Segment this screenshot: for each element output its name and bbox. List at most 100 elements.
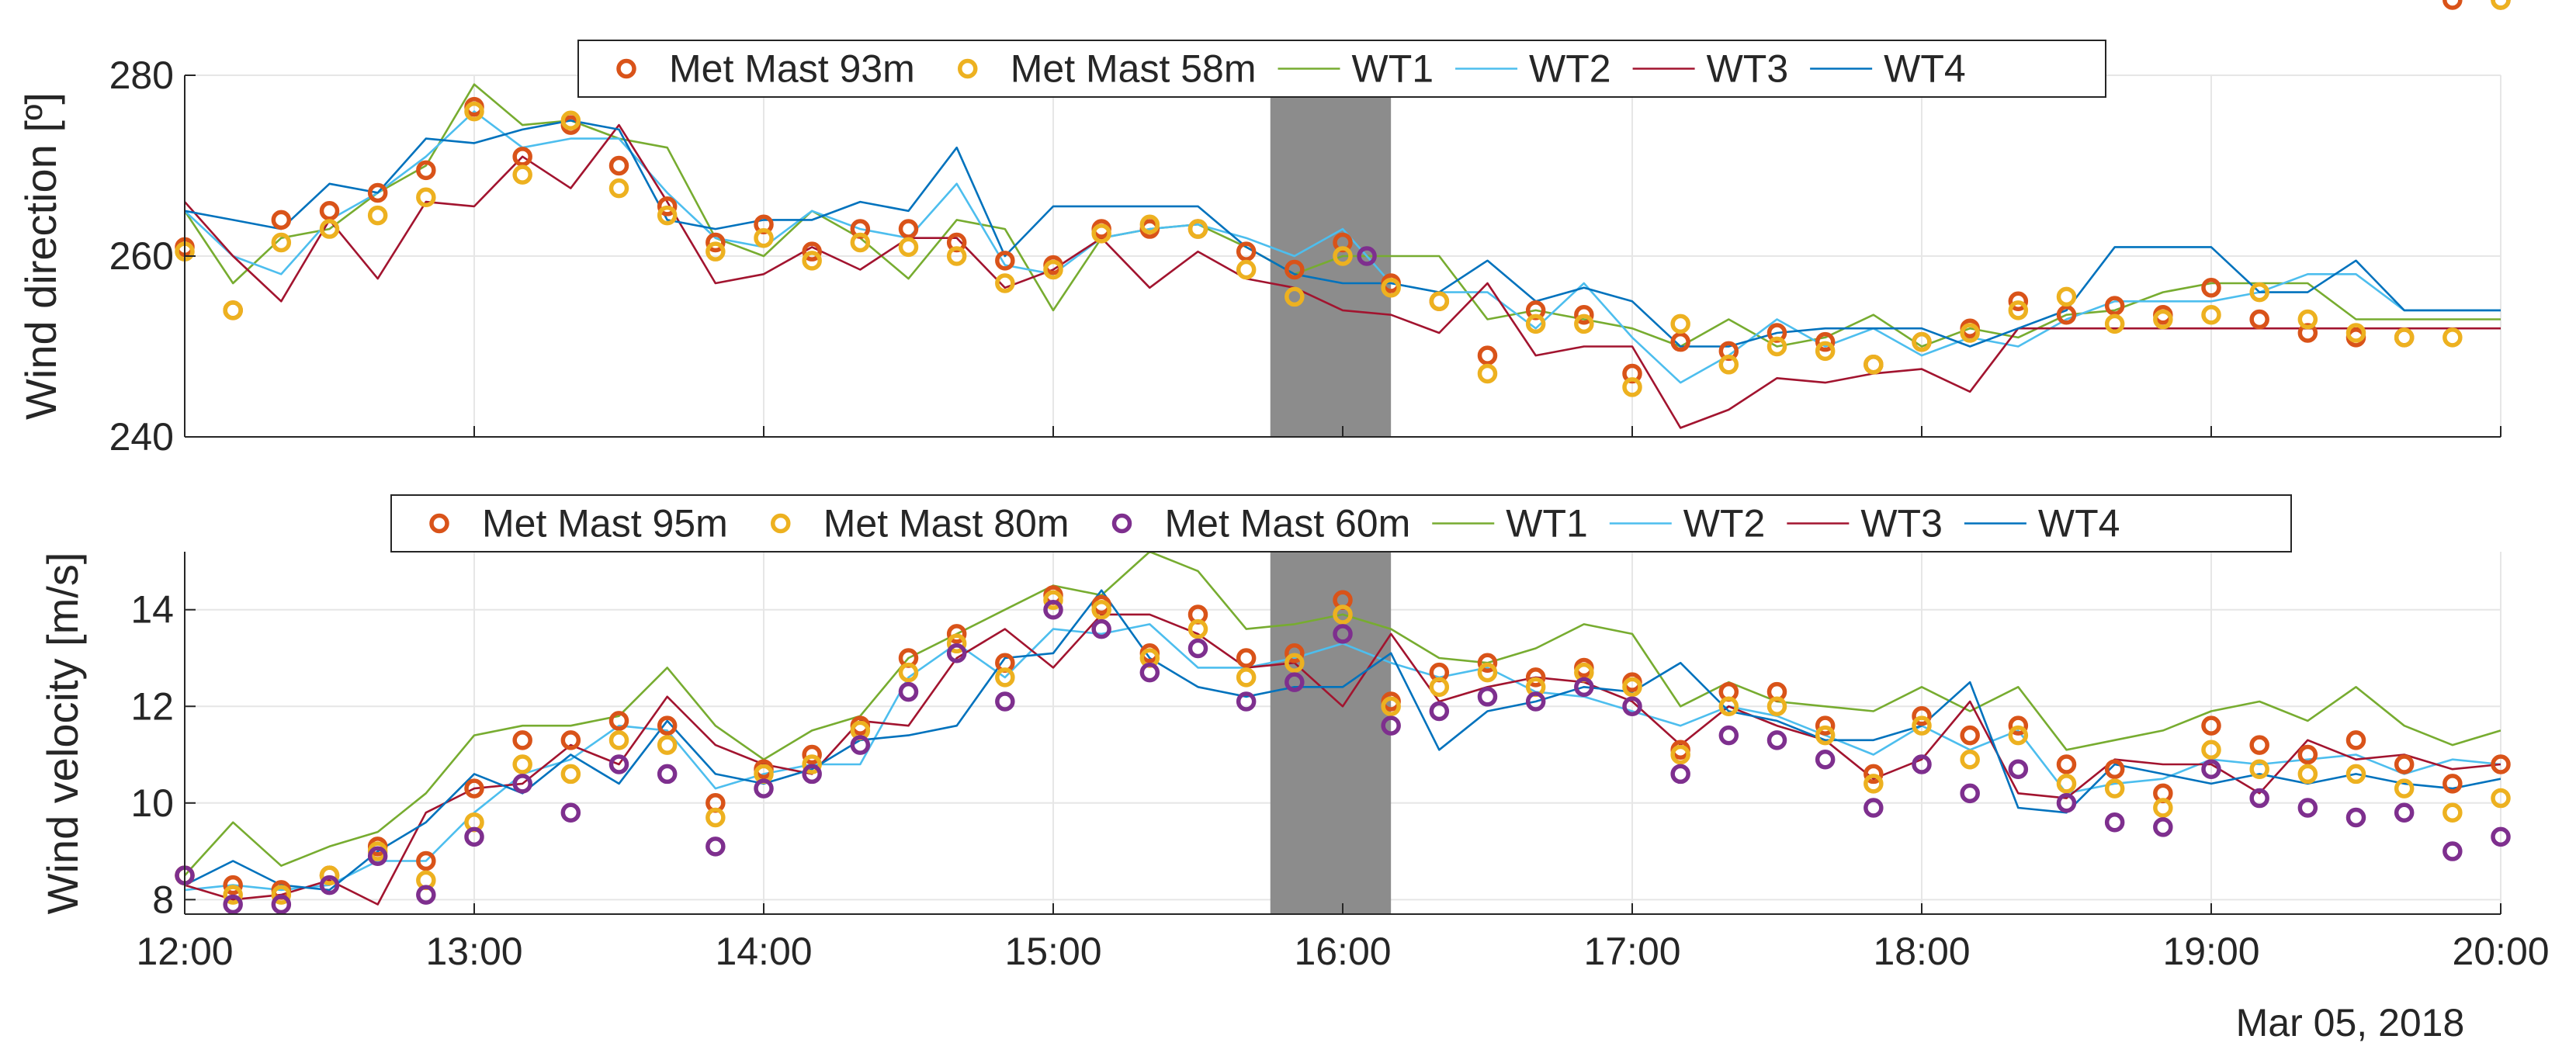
marker-series bbox=[175, 599, 2511, 915]
y-axis-label: Wind direction [º] bbox=[16, 92, 65, 420]
legend: Met Mast 95m Met Mast 80m Met Mast 60m WT1 W… bbox=[390, 494, 2292, 553]
data-point bbox=[2104, 296, 2125, 316]
data-point bbox=[319, 201, 340, 221]
data-point bbox=[754, 778, 774, 798]
data-point bbox=[2345, 730, 2366, 750]
data-point bbox=[898, 662, 919, 683]
data-point bbox=[1960, 725, 1980, 746]
data-point bbox=[1815, 331, 1836, 352]
x-tick-label: 16:00 bbox=[1294, 930, 1391, 973]
x-tick-label: 18:00 bbox=[1873, 930, 1970, 973]
data-point bbox=[1477, 687, 1498, 707]
data-point bbox=[2297, 744, 2318, 765]
marker-series bbox=[1357, 246, 1377, 266]
data-point bbox=[416, 885, 436, 905]
data-point bbox=[2201, 304, 2221, 325]
data-point bbox=[2153, 817, 2173, 837]
data-point bbox=[657, 735, 678, 755]
shaded-interval bbox=[1270, 552, 1392, 914]
data-point bbox=[1960, 323, 1980, 343]
data-point bbox=[1670, 331, 1690, 352]
data-point bbox=[2443, 841, 2463, 861]
data-point bbox=[1718, 355, 1739, 375]
data-point bbox=[1091, 618, 1111, 639]
data-point bbox=[319, 875, 340, 895]
data-point bbox=[2297, 309, 2318, 330]
series-line-wt2 bbox=[185, 110, 2501, 384]
data-point bbox=[2249, 788, 2269, 809]
data-point bbox=[1477, 653, 1498, 673]
data-point bbox=[2491, 788, 2511, 809]
legend-label: WT2 bbox=[1683, 502, 1766, 546]
data-point bbox=[2056, 304, 2077, 325]
data-point bbox=[2008, 725, 2029, 746]
data-point bbox=[2056, 754, 2077, 774]
legend-label: Met Mast 93m bbox=[669, 47, 915, 91]
data-point bbox=[802, 764, 822, 785]
data-point bbox=[1236, 691, 1257, 712]
y-tick-label: 260 bbox=[109, 234, 174, 278]
data-point bbox=[1864, 764, 1884, 785]
data-point bbox=[1912, 715, 1932, 736]
data-point bbox=[946, 643, 967, 663]
data-point bbox=[1960, 783, 1980, 804]
data-point bbox=[1091, 223, 1111, 244]
data-point bbox=[1333, 604, 1353, 625]
data-point bbox=[1622, 677, 1642, 698]
data-point bbox=[367, 846, 388, 867]
legend-label: WT1 bbox=[1352, 47, 1434, 91]
legend: Met Mast 93m Met Mast 58m WT1 WT2 WT3 WT4 bbox=[577, 40, 2106, 98]
data-point bbox=[1187, 618, 1208, 639]
data-point bbox=[608, 155, 629, 176]
data-point bbox=[1766, 696, 1787, 717]
x-tick-label: 20:00 bbox=[2452, 930, 2549, 973]
data-point bbox=[1622, 696, 1642, 717]
data-point bbox=[1285, 672, 1305, 692]
data-point bbox=[1815, 725, 1836, 746]
data-point bbox=[512, 774, 532, 794]
data-point bbox=[416, 187, 436, 208]
x-tick-label: 14:00 bbox=[715, 930, 812, 973]
data-point bbox=[2443, 327, 2463, 348]
data-point bbox=[2394, 754, 2415, 774]
data-point bbox=[1429, 291, 1450, 311]
legend-label: Met Mast 60m bbox=[1165, 502, 1411, 546]
data-point bbox=[416, 850, 436, 871]
y-tick-label: 10 bbox=[130, 781, 174, 825]
data-point bbox=[1766, 730, 1787, 750]
y-tick-label: 240 bbox=[109, 415, 174, 459]
data-point bbox=[2394, 778, 2415, 798]
data-point bbox=[2201, 278, 2221, 298]
data-point bbox=[1574, 304, 1594, 325]
data-point bbox=[2249, 282, 2269, 303]
data-point bbox=[512, 730, 532, 750]
x-tick-label: 19:00 bbox=[2162, 930, 2259, 973]
data-point bbox=[754, 227, 774, 248]
data-point bbox=[2153, 309, 2173, 330]
data-point bbox=[946, 633, 967, 654]
date-label: Mar 05, 2018 bbox=[2236, 1001, 2465, 1044]
series-line-wt3 bbox=[185, 123, 2501, 429]
data-point bbox=[1477, 345, 1498, 365]
series-line-wt4 bbox=[185, 120, 2501, 348]
data-point bbox=[464, 778, 484, 798]
y-tick-label: 280 bbox=[109, 54, 174, 97]
direction-panel: 240 260 280 Wind direction [º] Met Mast 93m M… bbox=[16, 0, 2511, 459]
data-point bbox=[2491, 0, 2511, 10]
data-point bbox=[512, 165, 532, 185]
y-tick-label: 14 bbox=[130, 588, 174, 632]
data-point bbox=[1139, 662, 1160, 683]
legend-label: WT1 bbox=[1506, 502, 1588, 546]
data-point bbox=[1357, 246, 1377, 266]
y-tick-label: 8 bbox=[152, 878, 174, 921]
data-point bbox=[1718, 696, 1739, 717]
data-point bbox=[512, 147, 532, 167]
legend-marker bbox=[616, 58, 636, 79]
data-point bbox=[2297, 764, 2318, 785]
data-point bbox=[1864, 798, 1884, 818]
data-point bbox=[1285, 259, 1305, 280]
data-point bbox=[706, 232, 726, 253]
data-point bbox=[1815, 715, 1836, 736]
data-point bbox=[1574, 677, 1594, 698]
